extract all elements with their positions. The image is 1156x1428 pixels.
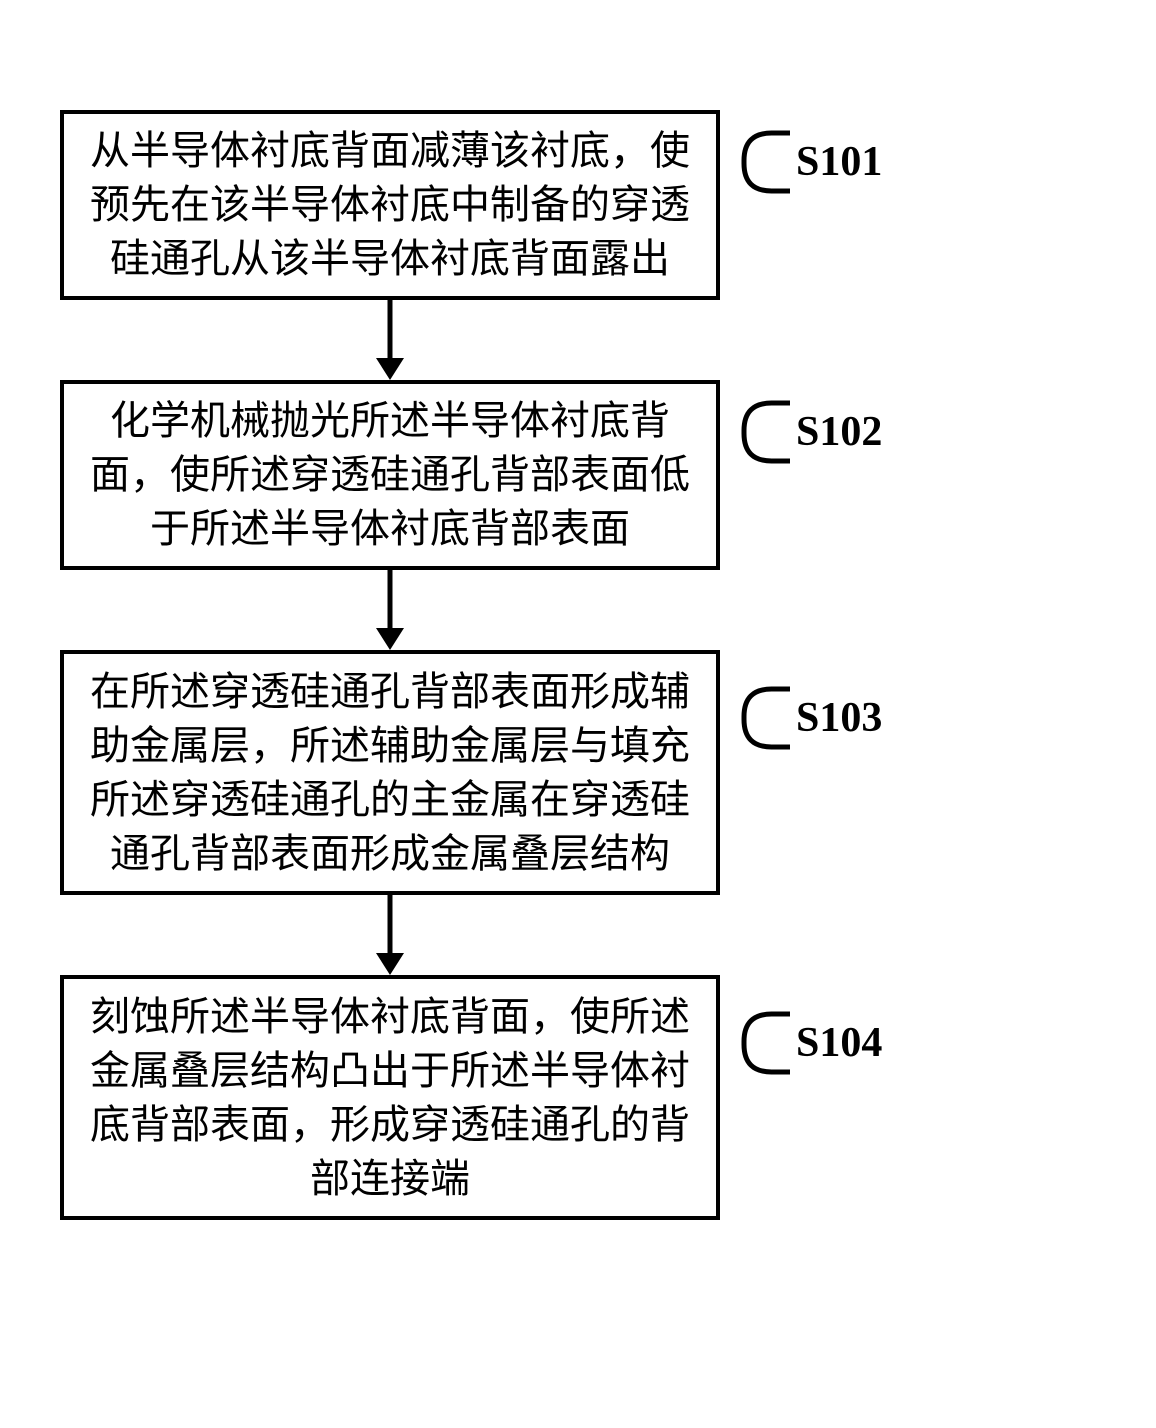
label-connector [740,1008,790,1078]
step-label-group-s101: S101 [740,127,882,197]
label-connector [740,397,790,467]
label-connector [740,127,790,197]
step-label-group-s104: S104 [740,1008,882,1078]
step-label-s102: S102 [796,408,882,456]
step-row-s104: 刻蚀所述半导体衬底背面，使所述金属叠层结构凸出于所述半导体衬底背部表面，形成穿透… [60,975,1060,1220]
step-row-s101: 从半导体衬底背面减薄该衬底，使预先在该半导体衬底中制备的穿透硅通孔从该半导体衬底… [60,110,1060,300]
flowchart-container: 从半导体衬底背面减薄该衬底，使预先在该半导体衬底中制备的穿透硅通孔从该半导体衬底… [60,110,1060,1220]
flow-arrow [60,895,720,975]
flow-arrow [60,300,720,380]
step-box-s101: 从半导体衬底背面减薄该衬底，使预先在该半导体衬底中制备的穿透硅通孔从该半导体衬底… [60,110,720,300]
step-row-s103: 在所述穿透硅通孔背部表面形成辅助金属层，所述辅助金属层与填充所述穿透硅通孔的主金… [60,650,1060,895]
step-label-s104: S104 [796,1019,882,1067]
step-box-s102: 化学机械抛光所述半导体衬底背面，使所述穿透硅通孔背部表面低于所述半导体衬底背部表… [60,380,720,570]
flow-arrow [60,570,720,650]
label-connector [740,683,790,753]
step-label-s103: S103 [796,694,882,742]
step-box-s103: 在所述穿透硅通孔背部表面形成辅助金属层，所述辅助金属层与填充所述穿透硅通孔的主金… [60,650,720,895]
step-row-s102: 化学机械抛光所述半导体衬底背面，使所述穿透硅通孔背部表面低于所述半导体衬底背部表… [60,380,1060,570]
step-box-s104: 刻蚀所述半导体衬底背面，使所述金属叠层结构凸出于所述半导体衬底背部表面，形成穿透… [60,975,720,1220]
step-label-group-s103: S103 [740,683,882,753]
step-label-s101: S101 [796,138,882,186]
step-label-group-s102: S102 [740,397,882,467]
